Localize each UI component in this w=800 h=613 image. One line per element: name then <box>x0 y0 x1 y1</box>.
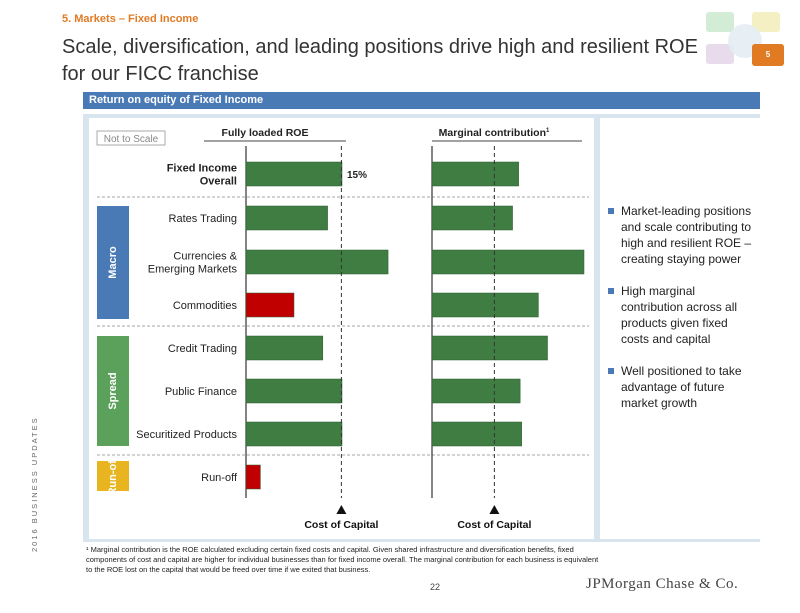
bar <box>431 292 539 318</box>
bar <box>245 205 328 231</box>
roe-chart: Not to Scale Fully loaded ROE Marginal con… <box>96 127 589 531</box>
section-label: 5. Markets – Fixed Income <box>62 13 199 25</box>
bar <box>431 421 522 447</box>
group-box <box>97 461 129 491</box>
bullet-square-icon <box>608 288 614 294</box>
logo-tiles: 5 <box>706 12 786 68</box>
group-label: Macro <box>107 246 119 279</box>
group-box <box>97 336 129 446</box>
bullet-item: Well positioned to take advantage of fut… <box>608 363 758 411</box>
group-box <box>97 206 129 319</box>
commentary-bullets: Market-leading positions and scale contr… <box>608 203 758 427</box>
bullet-item: High marginal contribution across all pr… <box>608 283 758 347</box>
chart-header: Return on equity of Fixed Income <box>83 92 760 109</box>
cost-of-capital-label: Cost of Capital <box>304 519 378 531</box>
category-label: Emerging Markets <box>148 264 238 276</box>
bullet-square-icon <box>608 368 614 374</box>
category-label: Credit Trading <box>168 343 237 355</box>
bullet-square-icon <box>608 208 614 214</box>
bar <box>245 378 343 404</box>
page-number: 22 <box>430 582 441 592</box>
brand-logo: JPMorgan Chase & Co. <box>586 576 739 592</box>
bar <box>431 205 513 231</box>
tile-yellow <box>752 12 780 32</box>
tile-green <box>706 12 734 32</box>
category-label: Rates Trading <box>169 213 237 225</box>
vertical-label: 2016 BUSINESS UPDATES <box>30 416 39 552</box>
tile-purple <box>706 44 734 64</box>
cost-of-capital-marker <box>336 505 347 514</box>
bullet-item: Market-leading positions and scale contr… <box>608 203 758 267</box>
commentary-area <box>600 118 760 539</box>
footnote-marker: 1 <box>546 128 550 134</box>
bar <box>431 378 521 404</box>
category-label: Public Finance <box>165 386 237 398</box>
bar <box>245 464 261 490</box>
bar <box>431 249 585 275</box>
cost-of-capital-marker <box>489 505 500 514</box>
bar <box>245 249 389 275</box>
category-label: Run-off <box>201 472 238 484</box>
bar <box>245 161 343 187</box>
not-to-scale-box <box>96 130 166 146</box>
category-label: Fixed Income <box>167 163 237 175</box>
bar <box>431 335 548 361</box>
cost-of-capital-label: Cost of Capital <box>457 519 531 531</box>
panel-title: Marginal contribution1 <box>439 127 550 139</box>
category-label: Overall <box>200 176 237 188</box>
panel-title: Fully loaded ROE <box>222 127 309 139</box>
category-label: Securitized Products <box>136 429 237 441</box>
group-label: Run-off <box>107 456 119 495</box>
bar <box>431 161 519 187</box>
bar <box>245 335 324 361</box>
group-label: Spread <box>107 372 119 409</box>
not-to-scale-label: Not to Scale <box>104 134 159 145</box>
category-label: Commodities <box>173 300 238 312</box>
bar <box>245 421 343 447</box>
bar <box>245 292 295 318</box>
footnote: ¹ Marginal contribution is the ROE calcu… <box>86 545 599 574</box>
page-badge: 5 <box>752 44 784 66</box>
category-label: Currencies & <box>173 251 237 263</box>
data-label: 15% <box>347 170 367 181</box>
page-title: Scale, diversification, and leading posi… <box>62 36 698 85</box>
